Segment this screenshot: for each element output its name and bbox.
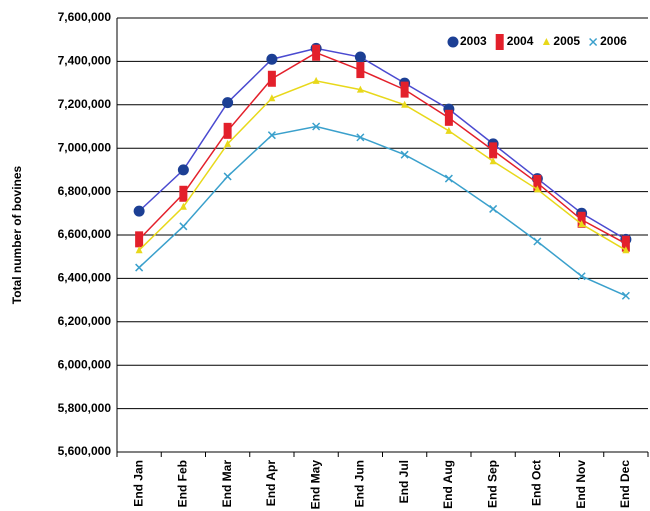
y-tick-label: 7,200,000 — [58, 97, 112, 111]
marker — [267, 70, 276, 87]
marker — [224, 139, 232, 147]
marker — [312, 44, 321, 61]
series-line — [138, 125, 627, 297]
y-tick-label: 5,600,000 — [58, 444, 112, 458]
marker — [177, 164, 189, 176]
marker — [533, 174, 542, 191]
legend-label: 2006 — [600, 34, 627, 48]
x-tick-label: End Sep — [485, 460, 499, 508]
legend-label: 2004 — [507, 34, 534, 48]
marker — [400, 81, 409, 98]
marker — [589, 37, 598, 47]
series — [135, 44, 630, 252]
y-axis-label: Total number of bovines — [10, 165, 24, 304]
marker — [578, 220, 586, 228]
x-tick-label: End Nov — [574, 460, 588, 509]
marker — [179, 222, 188, 231]
marker — [267, 131, 276, 140]
y-tick-label: 7,400,000 — [58, 54, 112, 68]
marker — [133, 205, 145, 217]
marker — [401, 100, 409, 108]
x-tick-label: End Jun — [353, 460, 367, 507]
marker — [223, 172, 232, 181]
marker — [577, 211, 586, 228]
marker — [354, 51, 366, 63]
marker — [444, 174, 453, 183]
x-tick-label: End Aug — [441, 460, 455, 509]
marker — [268, 94, 276, 102]
marker — [266, 53, 278, 65]
marker — [135, 231, 144, 248]
legend-item: 2003 — [447, 34, 487, 48]
series-line — [138, 47, 627, 240]
x-tick-label: End Jan — [131, 460, 145, 507]
marker — [533, 185, 541, 193]
y-tick-label: 6,600,000 — [58, 227, 112, 241]
marker — [356, 62, 365, 79]
marker — [179, 202, 187, 210]
marker — [222, 97, 234, 109]
x-tick-label: End Feb — [176, 460, 190, 507]
marker — [489, 142, 498, 159]
marker — [179, 185, 188, 202]
x-tick-label: End Dec — [618, 460, 632, 508]
marker — [495, 34, 504, 50]
legend-item: 2006 — [589, 34, 627, 48]
marker — [400, 150, 409, 159]
marker — [223, 122, 232, 139]
marker — [135, 246, 143, 254]
x-tick-label: End Apr — [264, 460, 278, 507]
x-tick-label: End May — [308, 460, 322, 510]
marker — [622, 246, 630, 254]
marker — [356, 85, 364, 93]
legend-item: 2004 — [495, 34, 534, 50]
marker — [356, 133, 365, 142]
y-tick-label: 7,000,000 — [58, 140, 112, 154]
y-tick-label: 6,800,000 — [58, 184, 112, 198]
marker — [577, 272, 586, 281]
legend-item: 2005 — [542, 34, 580, 48]
series — [133, 42, 632, 245]
marker — [445, 126, 453, 134]
marker — [312, 122, 321, 131]
marker — [135, 263, 144, 272]
series — [135, 122, 630, 300]
marker — [312, 76, 320, 84]
marker — [489, 157, 497, 165]
y-tick-label: 6,200,000 — [58, 314, 112, 328]
marker — [542, 38, 550, 45]
marker — [533, 237, 542, 246]
marker — [621, 291, 630, 300]
x-tick-label: End Jul — [397, 460, 411, 503]
series-line — [138, 51, 627, 245]
marker — [621, 235, 630, 252]
y-tick-label: 6,400,000 — [58, 271, 112, 285]
y-tick-label: 6,000,000 — [58, 357, 112, 371]
legend-label: 2005 — [553, 34, 580, 48]
x-tick-label: End Oct — [530, 460, 544, 506]
x-tick-label: End Mar — [220, 460, 234, 508]
legend-label: 2003 — [460, 34, 487, 48]
y-tick-label: 7,600,000 — [58, 10, 112, 24]
marker — [489, 204, 498, 213]
marker — [444, 109, 453, 126]
marker — [447, 36, 459, 48]
series-line — [138, 80, 627, 251]
series — [135, 76, 630, 254]
y-tick-label: 5,800,000 — [58, 401, 112, 415]
